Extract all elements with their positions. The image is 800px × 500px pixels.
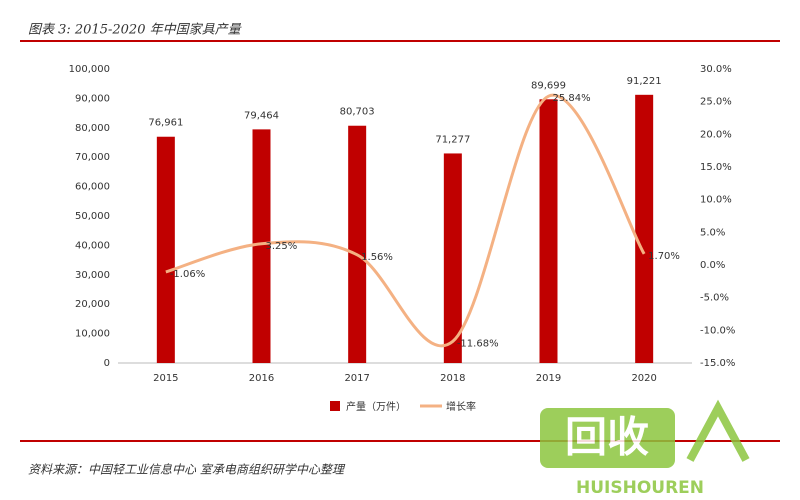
watermark: 回收 HUISHOUREN [540,399,750,498]
y2-tick-label: -10.0% [700,325,735,336]
legend-swatch [330,401,340,411]
bar [252,129,271,363]
x-tick-label: 2020 [631,373,656,384]
line-label: -1.06% [170,269,205,280]
bar [348,125,367,363]
x-tick-label: 2015 [153,373,178,384]
y2-tick-label: 10.0% [700,195,732,206]
bar [443,153,462,363]
legend-label: 增长率 [446,400,476,413]
watermark-badge [540,408,675,468]
y-tick-label: 30,000 [75,270,110,281]
watermark-icon [686,399,750,462]
x-tick-label: 2019 [536,373,561,384]
line-label: 3.25% [266,241,298,252]
bar-label: 76,961 [148,118,183,129]
x-tick-label: 2017 [344,373,369,384]
y2-tick-label: 0.0% [700,260,725,271]
line-label: -11.68% [457,338,499,349]
x-tick-label: 2018 [440,373,465,384]
bar-label: 89,699 [531,80,566,91]
y2-tick-label: -5.0% [700,293,729,304]
y2-tick-label: 25.0% [700,97,732,108]
y2-tick-label: 15.0% [700,162,732,173]
y2-tick-label: 5.0% [700,227,725,238]
x-tick-label: 2016 [249,373,274,384]
bar [635,94,654,364]
y-tick-label: 40,000 [75,240,110,251]
y-tick-label: 0 [104,358,110,369]
y-tick-label: 90,000 [75,93,110,104]
y-tick-label: 50,000 [75,211,110,222]
y2-tick-label: 30.0% [700,64,732,75]
y-tick-label: 10,000 [75,329,110,340]
y-tick-label: 60,000 [75,182,110,193]
bar-label: 80,703 [340,107,375,118]
bar [539,99,558,363]
watermark-text: 回收 [565,413,649,462]
y-tick-label: 80,000 [75,123,110,134]
bar-label: 71,277 [435,134,470,145]
watermark-brand: HUISHOUREN [576,478,704,498]
bar [156,136,175,363]
growth-line [165,93,646,348]
line-label: 1.70% [648,251,680,262]
source-note: 资料来源：中国轻工业信息中心 室承电商组织研学中心整理 [28,463,346,477]
bar-label: 79,464 [244,110,279,121]
y2-tick-label: 20.0% [700,129,732,140]
y2-tick-label: -15.0% [700,358,735,369]
line-label: 25.84% [553,93,591,104]
legend-label: 产量（万件） [346,400,406,413]
y-tick-label: 70,000 [75,152,110,163]
chart-title: 图表 3: 2015-2020 年中国家具产量 [28,22,243,38]
line-label: 1.56% [361,252,393,263]
bar-label: 91,221 [627,76,662,87]
y-tick-label: 20,000 [75,299,110,310]
y-tick-label: 100,000 [69,64,110,75]
